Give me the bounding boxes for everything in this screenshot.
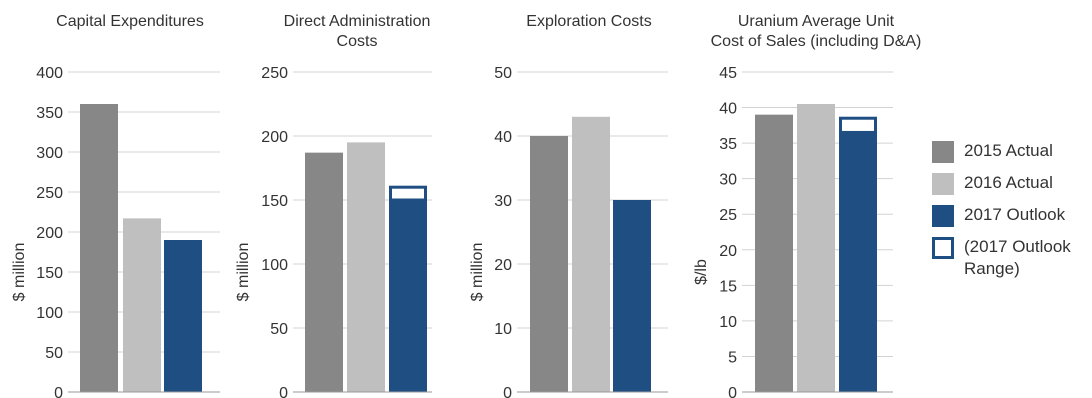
- bar-2015-actual: [305, 152, 343, 392]
- y-tick-label: 0: [728, 385, 737, 398]
- y-tick-label: 20: [719, 243, 737, 260]
- y-tick-label: 50: [45, 345, 63, 362]
- legend-label: 2017 Outlook: [964, 205, 1066, 224]
- y-tick-label: 5: [728, 349, 737, 366]
- y-tick-label: 0: [54, 385, 63, 398]
- legend-swatch-2017-outlook-range: [932, 237, 954, 259]
- y-tick-label: 300: [36, 145, 63, 162]
- chart-title: Cost of Sales (including D&A): [711, 33, 922, 50]
- y-tick-label: 15: [719, 278, 737, 295]
- y-tick-label: 0: [279, 385, 288, 398]
- legend-item-2015-actual: 2015 Actual: [932, 140, 1092, 163]
- y-axis-label: $ million: [235, 243, 252, 302]
- y-tick-label: 350: [36, 105, 63, 122]
- outlook-range-box: [839, 116, 877, 134]
- bar-2016-actual: [797, 104, 835, 392]
- y-tick-label: 50: [270, 321, 288, 338]
- y-tick-label: 35: [719, 136, 737, 153]
- bar-2016-actual: [572, 116, 610, 393]
- y-tick-label: 20: [494, 257, 512, 274]
- y-tick-label: 30: [719, 172, 737, 189]
- bar-2017-outlook: [389, 200, 427, 392]
- legend-swatch-2016-actual: [932, 173, 954, 195]
- chart-title: Direct Administration: [284, 13, 431, 30]
- y-tick-label: 200: [36, 225, 63, 242]
- y-tick-label: 250: [36, 185, 63, 202]
- legend-label: 2016 Actual: [964, 173, 1053, 192]
- y-tick-label: 400: [36, 65, 63, 82]
- y-tick-label: 40: [494, 129, 512, 146]
- legend-swatch-2015-actual: [932, 141, 954, 163]
- legend-swatch-2017-outlook: [932, 205, 954, 227]
- bar-2015-actual: [755, 114, 793, 393]
- chart-title: Uranium Average Unit: [738, 13, 895, 30]
- y-tick-label: 50: [494, 65, 512, 82]
- y-tick-label: 100: [261, 257, 288, 274]
- y-axis-label: $ million: [469, 243, 486, 302]
- legend-item-2017-outlook: 2017 Outlook: [932, 204, 1092, 227]
- y-tick-label: 100: [36, 305, 63, 322]
- bar-2017-outlook: [839, 132, 877, 392]
- y-tick-label: 0: [503, 385, 512, 398]
- legend-item-2017-outlook-range: (2017 Outlook Range): [932, 236, 1092, 280]
- y-tick-label: 200: [261, 129, 288, 146]
- y-tick-label: 45: [719, 65, 737, 82]
- y-tick-label: 10: [494, 321, 512, 338]
- bar-2017-outlook: [164, 240, 202, 392]
- bar-2017-outlook: [613, 200, 651, 392]
- chart-title: Capital Expenditures: [56, 13, 204, 30]
- bar-2015-actual: [80, 104, 118, 392]
- y-tick-label: 150: [261, 193, 288, 210]
- legend-label: (2017 Outlook Range): [964, 237, 1071, 278]
- y-tick-label: 30: [494, 193, 512, 210]
- outlook-range-box: [389, 185, 427, 202]
- legend-item-2016-actual: 2016 Actual: [932, 172, 1092, 195]
- chart-title: Costs: [337, 33, 378, 50]
- bar-2015-actual: [530, 136, 568, 392]
- y-tick-label: 40: [719, 101, 737, 118]
- y-axis-label: $ million: [11, 243, 28, 302]
- bar-2016-actual: [347, 142, 385, 392]
- y-tick-label: 150: [36, 265, 63, 282]
- y-tick-label: 10: [719, 314, 737, 331]
- legend-label: 2015 Actual: [964, 141, 1053, 160]
- y-tick-label: 25: [719, 207, 737, 224]
- y-tick-label: 250: [261, 65, 288, 82]
- bar-2016-actual: [123, 218, 161, 392]
- y-axis-label: $/lb: [693, 259, 710, 285]
- legend: 2015 Actual 2016 Actual 2017 Outlook (20…: [932, 140, 1092, 289]
- chart-title: Exploration Costs: [526, 13, 651, 30]
